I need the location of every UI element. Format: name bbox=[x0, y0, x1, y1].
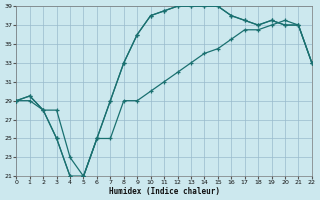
X-axis label: Humidex (Indice chaleur): Humidex (Indice chaleur) bbox=[108, 187, 220, 196]
